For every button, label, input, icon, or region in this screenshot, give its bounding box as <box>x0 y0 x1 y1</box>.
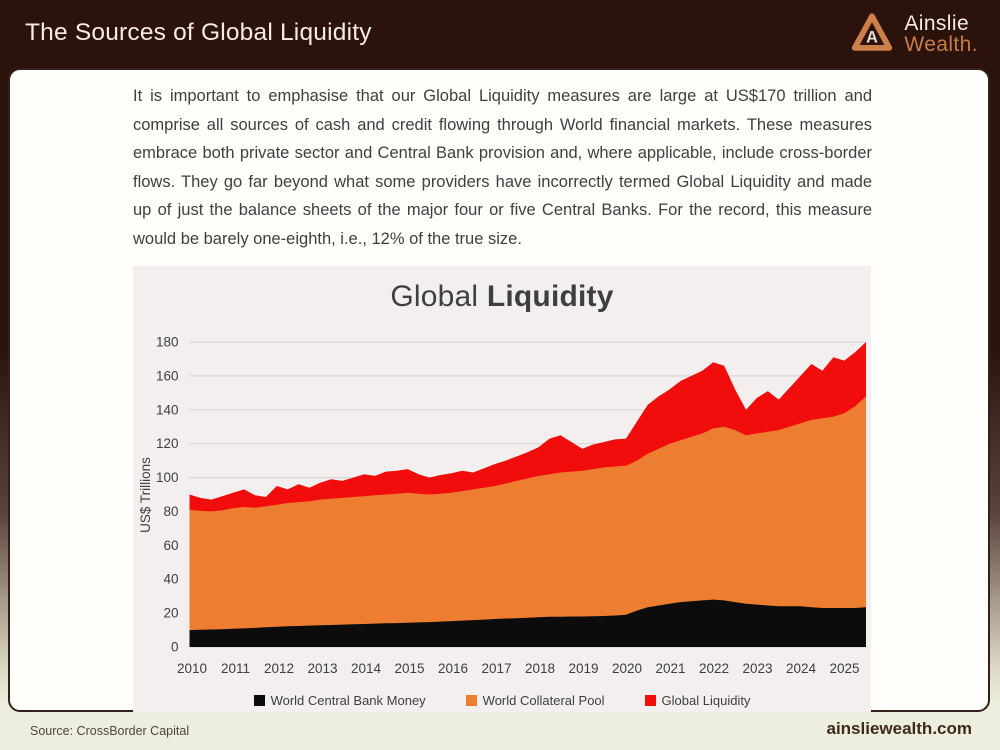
svg-text:2019: 2019 <box>568 661 598 676</box>
legend-item: Global Liquidity <box>644 692 751 708</box>
svg-text:2015: 2015 <box>394 661 424 676</box>
svg-text:US$ Trillions: US$ Trillions <box>138 457 153 533</box>
svg-text:80: 80 <box>163 504 178 519</box>
page-title: The Sources of Global Liquidity <box>25 19 372 46</box>
svg-text:2023: 2023 <box>742 661 772 676</box>
svg-text:120: 120 <box>156 436 179 451</box>
legend-label: World Collateral Pool <box>482 692 605 708</box>
svg-text:A: A <box>866 29 878 47</box>
legend-swatch <box>644 694 656 706</box>
brand-name-bottom: Wealth. <box>904 33 978 56</box>
intro-paragraph: It is important to emphasise that our Gl… <box>133 87 872 248</box>
svg-text:140: 140 <box>156 402 179 417</box>
legend-swatch <box>253 694 265 706</box>
svg-text:2018: 2018 <box>525 661 555 676</box>
legend-swatch <box>465 694 477 706</box>
svg-text:20: 20 <box>163 606 178 621</box>
source-attribution: Source: CrossBorder Capital <box>30 724 190 738</box>
header: The Sources of Global Liquidity A Ainsli… <box>0 0 1000 68</box>
svg-text:2014: 2014 <box>351 661 382 676</box>
svg-text:2021: 2021 <box>655 661 685 676</box>
legend-item: World Central Bank Money <box>253 692 426 708</box>
svg-text:60: 60 <box>163 538 178 553</box>
svg-text:0: 0 <box>171 640 179 655</box>
svg-text:100: 100 <box>156 470 179 485</box>
svg-text:2011: 2011 <box>221 661 250 676</box>
svg-text:2016: 2016 <box>438 661 468 676</box>
svg-text:2022: 2022 <box>699 661 729 676</box>
brand-wordmark: Ainslie Wealth. <box>904 11 978 56</box>
svg-text:2024: 2024 <box>786 661 817 676</box>
svg-text:2012: 2012 <box>264 661 294 676</box>
brand-logo: A Ainslie Wealth. <box>849 11 978 57</box>
chart-title: Global Liquidity <box>390 280 614 313</box>
legend-item: World Collateral Pool <box>465 692 605 708</box>
legend-label: Global Liquidity <box>661 692 751 708</box>
chart-panel: 0 20 40 60 80 100 120 140 160 180 2010 2011 2012 2013… <box>133 266 871 712</box>
svg-text:2013: 2013 <box>307 661 337 676</box>
brand-dot: . <box>971 33 978 56</box>
legend-label: World Central Bank Money <box>270 692 426 708</box>
svg-text:40: 40 <box>163 572 178 587</box>
svg-text:2010: 2010 <box>177 661 207 676</box>
svg-text:160: 160 <box>156 368 179 383</box>
liquidity-area-chart: 0 20 40 60 80 100 120 140 160 180 2010 2011 2012 2013… <box>138 335 866 676</box>
svg-text:2017: 2017 <box>481 661 511 676</box>
ainslie-monogram-icon: A <box>852 13 893 51</box>
chart-legend: World Central Bank Money World Collateral… <box>133 690 871 710</box>
svg-text:180: 180 <box>156 335 179 350</box>
svg-text:2025: 2025 <box>829 661 859 676</box>
content-card: It is important to emphasise that our Gl… <box>8 68 990 712</box>
svg-text:2020: 2020 <box>612 661 642 676</box>
website-url: ainsliewealth.com <box>826 719 973 738</box>
brand-name-top: Ainslie <box>904 11 970 35</box>
